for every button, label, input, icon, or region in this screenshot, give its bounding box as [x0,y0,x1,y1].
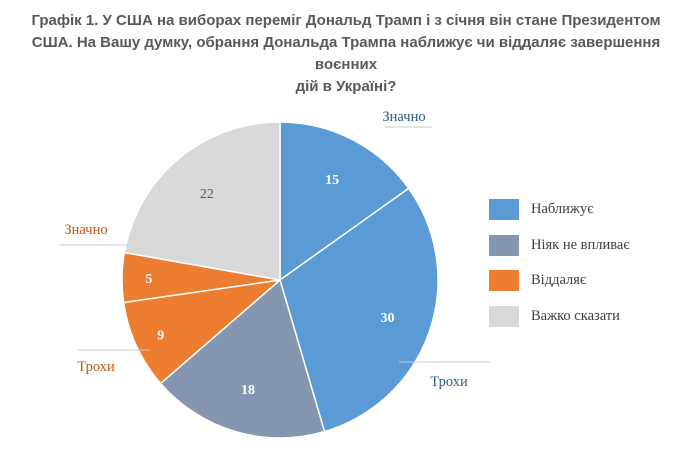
legend-item-none: Ніяк не впливає [489,228,630,264]
pie-slice [123,121,281,281]
legend-swatch [489,234,519,256]
legend-label: Важко сказати [531,307,620,324]
legend-swatch [489,270,519,292]
slice-outer-label: Значно [64,222,107,238]
legend-item-near: Наближує [489,192,630,228]
chart-legend: Наближує Ніяк не впливає Віддаляє Важко … [489,192,630,334]
title-line-1: Графік 1. У США на виборах переміг Донал… [31,12,661,29]
legend-swatch [489,199,519,221]
slice-value-label: 5 [145,272,152,287]
legend-item-far: Віддаляє [489,263,630,299]
slice-value-label: 22 [200,187,214,202]
legend-label: Ніяк не впливає [531,236,630,253]
pie-slice [159,278,326,439]
legend-label: Віддаляє [531,272,587,289]
slice-outer-label: Значно [382,109,425,125]
legend-label: Наближує [531,201,594,218]
slice-value-label: 18 [241,383,255,398]
slice-value-label: 9 [157,328,164,343]
slice-outer-label: Трохи [430,374,468,390]
title-line-3: дій в Україні? [295,78,397,95]
pie-slice [279,187,439,433]
chart-title: Графік 1. У США на виборах переміг Донал… [6,10,686,98]
pie-slice [122,278,283,385]
slice-value-label: 15 [325,173,339,188]
title-line-2: США. На Вашу думку, обрання Дональда Тра… [31,34,661,73]
legend-swatch [489,305,519,327]
slice-value-label: 30 [381,311,395,326]
pie-slice [279,121,410,282]
slice-outer-label: Трохи [77,359,115,375]
legend-item-hard: Важко сказати [489,299,630,335]
